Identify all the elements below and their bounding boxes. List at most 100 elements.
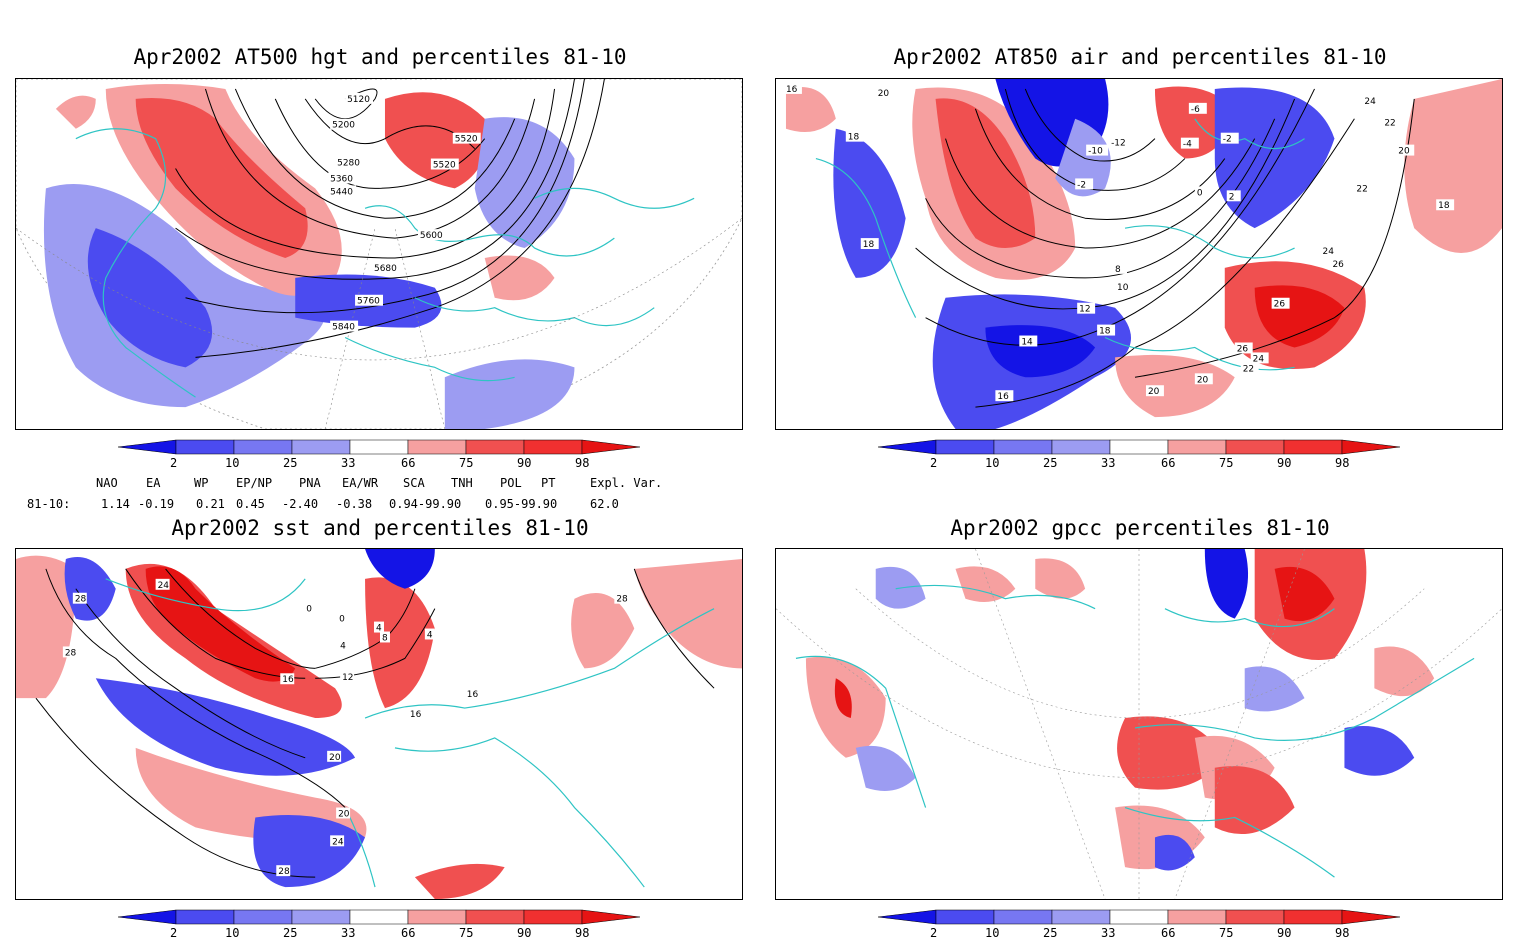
anomaly-blue-asia — [1214, 87, 1335, 229]
svg-text:22: 22 — [1384, 119, 1395, 129]
svg-text:12: 12 — [342, 673, 353, 683]
map-sst: 24 28 28 0 0 4 8 4 4 12 16 16 16 20 20 2… — [16, 549, 742, 899]
anomaly-red-east — [634, 558, 742, 669]
svg-text:16: 16 — [410, 710, 422, 720]
svg-text:18: 18 — [848, 133, 860, 143]
svg-text:25: 25 — [283, 926, 297, 940]
map-panel-gpcc — [775, 548, 1503, 900]
panel-title-gpcc: Apr2002 gpcc percentiles 81-10 — [950, 516, 1330, 540]
anomaly-red-south — [1115, 354, 1235, 418]
map-hgt: 5120 5200 5280 5360 5440 5520 5520 5600 … — [16, 79, 742, 429]
svg-text:2: 2 — [930, 926, 937, 940]
svg-text:2: 2 — [170, 456, 177, 470]
svg-text:24: 24 — [1322, 247, 1334, 257]
svg-text:75: 75 — [459, 926, 473, 940]
panel-title-sst: Apr2002 sst and percentiles 81-10 — [171, 516, 589, 540]
svg-text:90: 90 — [517, 926, 531, 940]
svg-text:98: 98 — [575, 456, 589, 470]
index-header: EA — [146, 476, 161, 490]
svg-text:16: 16 — [997, 392, 1009, 402]
svg-text:2: 2 — [1229, 192, 1235, 202]
anomaly-red-scand — [384, 92, 487, 189]
index-row-label: 81-10: — [27, 497, 71, 511]
index-value: -0.19 — [138, 497, 175, 511]
svg-text:-2: -2 — [1077, 180, 1086, 190]
colorbar-top-right: 2 10 25 33 66 75 90 98 — [877, 439, 1408, 470]
svg-text:0: 0 — [1197, 188, 1203, 198]
svg-text:26: 26 — [1332, 260, 1344, 270]
index-value: -2.40 — [282, 497, 319, 511]
svg-text:0: 0 — [306, 605, 312, 615]
svg-text:33: 33 — [1101, 456, 1115, 470]
map-panel-sst: 24 28 28 0 0 4 8 4 4 12 16 16 16 20 20 2… — [15, 548, 743, 900]
index-header: EA/WR — [342, 476, 379, 490]
index-value: 0.21 — [196, 497, 225, 511]
index-header: SCA — [403, 476, 425, 490]
svg-text:66: 66 — [1161, 456, 1175, 470]
svg-text:75: 75 — [1219, 456, 1233, 470]
svg-text:5360: 5360 — [330, 174, 353, 184]
svg-text:8: 8 — [1115, 265, 1121, 275]
anomaly-red-asia — [571, 593, 635, 669]
svg-text:66: 66 — [401, 456, 415, 470]
svg-text:5600: 5600 — [420, 231, 443, 241]
index-header: TNH — [451, 476, 473, 490]
svg-text:12: 12 — [1079, 305, 1090, 315]
index-header: NAO — [96, 476, 118, 490]
svg-text:5200: 5200 — [332, 121, 355, 131]
svg-text:25: 25 — [1043, 456, 1057, 470]
svg-text:5520: 5520 — [455, 135, 478, 145]
svg-text:22: 22 — [1356, 184, 1367, 194]
index-header: EP/NP — [236, 476, 273, 490]
svg-text:26: 26 — [1274, 300, 1286, 310]
map-panel-air: 16 20 18 18 -10 -12 -2 -6 -4 -2 0 2 8 10… — [775, 78, 1503, 430]
index-value: -0.38 — [336, 497, 373, 511]
index-value: 0.45 — [236, 497, 265, 511]
colorbar-svg: 2 10 25 33 66 75 90 98 — [117, 439, 641, 470]
anomaly-blue-nw — [64, 556, 116, 621]
index-header: PT — [541, 476, 556, 490]
anomaly-blue-atlantic-core — [985, 325, 1096, 378]
panel-title-air: Apr2002 AT850 air and percentiles 81-10 — [893, 45, 1387, 69]
coastlines — [75, 128, 695, 398]
anomaly-blue-arctic — [365, 549, 435, 589]
svg-text:5760: 5760 — [357, 297, 380, 307]
colorbar-svg: 2 10 25 33 66 75 90 98 — [877, 909, 1401, 940]
svg-text:20: 20 — [878, 89, 890, 99]
svg-text:90: 90 — [1277, 456, 1291, 470]
index-header: Expl. Var. — [590, 476, 663, 490]
anomaly-blue-mid — [95, 678, 356, 776]
svg-text:28: 28 — [278, 867, 290, 877]
index-header: WP — [194, 476, 209, 490]
svg-text:26: 26 — [1237, 344, 1249, 354]
svg-text:5520: 5520 — [433, 161, 456, 171]
svg-text:66: 66 — [1161, 926, 1175, 940]
svg-text:5280: 5280 — [337, 159, 360, 169]
svg-text:98: 98 — [575, 926, 589, 940]
svg-text:20: 20 — [1398, 147, 1410, 157]
svg-text:18: 18 — [1438, 201, 1450, 211]
index-value: 0.95-99.90 — [485, 497, 558, 511]
colorbar-bottom-right: 2 10 25 33 66 75 90 98 — [877, 909, 1408, 940]
svg-text:10: 10 — [985, 926, 999, 940]
svg-text:20: 20 — [1197, 375, 1209, 385]
svg-text:10: 10 — [225, 456, 239, 470]
index-value: 62.0 — [590, 497, 619, 511]
svg-text:5440: 5440 — [330, 187, 353, 197]
anomaly-red-east — [1404, 79, 1502, 254]
svg-text:33: 33 — [1101, 926, 1115, 940]
svg-text:8: 8 — [382, 633, 388, 643]
anomaly-red-nw — [785, 86, 836, 133]
colorbar-bottom-left: 2 10 25 33 66 75 90 98 — [117, 909, 648, 940]
anomaly-blue-south — [444, 359, 575, 429]
svg-text:20: 20 — [329, 753, 341, 763]
svg-text:33: 33 — [341, 456, 355, 470]
anomaly-red-band-core — [935, 98, 1036, 249]
svg-text:33: 33 — [341, 926, 355, 940]
svg-text:16: 16 — [282, 675, 294, 685]
anomaly-red-east — [484, 255, 555, 301]
svg-text:20: 20 — [1148, 387, 1160, 397]
svg-text:98: 98 — [1335, 456, 1349, 470]
svg-text:18: 18 — [1099, 327, 1111, 337]
svg-text:10: 10 — [1117, 283, 1129, 293]
